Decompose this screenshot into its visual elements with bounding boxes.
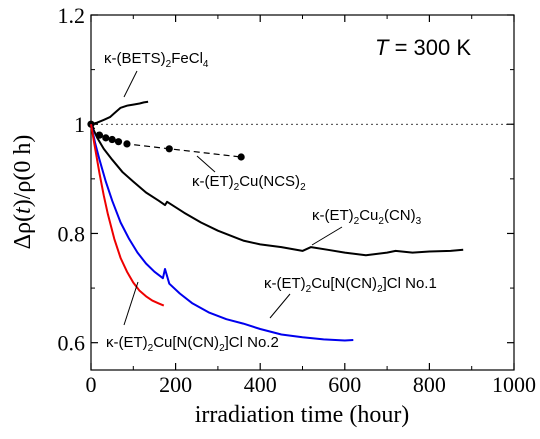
series-line-3 [90, 123, 354, 342]
y-title-rest: )/ρ(0 h) [10, 135, 36, 208]
temperature-T: T [375, 35, 390, 60]
series-line-2 [90, 123, 464, 257]
axis-ticks: 0 200 400 600 800 1000 0.6 0.8 1 1.2 [58, 3, 537, 397]
y-tick-label: 1.2 [58, 3, 86, 28]
series-point [102, 134, 110, 142]
label-cl1: κ-(ET)2Cu[N(CN)2]Cl No.1 [264, 275, 437, 295]
x-tick-label: 600 [328, 372, 361, 397]
leader-ncs [196, 155, 216, 173]
label-cn3: κ-(ET)2Cu2(CN)3 [312, 207, 422, 227]
series-point [108, 135, 116, 144]
y-tick-label: 1 [74, 112, 85, 137]
leader-bets [123, 70, 138, 98]
temperature-value: = 300 K [388, 35, 471, 60]
x-tick-label: 200 [159, 372, 192, 397]
series-line-0 [90, 100, 149, 126]
y-title-t: t [10, 206, 36, 214]
leader-cl1 [269, 293, 291, 319]
x-tick-label: 800 [413, 372, 446, 397]
y-tick-label: 0.6 [58, 331, 86, 356]
x-axis-title: irradiation time (hour) [195, 402, 410, 428]
series-point [114, 138, 123, 146]
series-layer [87, 100, 464, 342]
x-tick-label: 0 [86, 372, 97, 397]
y-axis-title: Δρ(t)/ρ(0 h) [10, 135, 36, 250]
temperature-label: T = 300 K [375, 35, 471, 60]
leader-cn3 [311, 226, 343, 246]
label-cl2: κ-(ET)2Cu[N(CN)2]Cl No.2 [106, 334, 279, 354]
y-title-delta: Δρ( [10, 214, 36, 249]
series-point [123, 140, 131, 148]
x-tick-label: 400 [244, 372, 277, 397]
y-tick-label: 0.8 [58, 221, 86, 246]
x-tick-label: 1000 [492, 372, 536, 397]
leader-cl2 [123, 281, 139, 326]
series-point [165, 145, 173, 153]
series-line-4 [90, 124, 165, 307]
label-ncs: κ-(ET)2Cu(NCS)2 [192, 173, 306, 193]
label-bets: κ-(BETS)2FeCl4 [104, 50, 209, 70]
series-point [237, 153, 245, 161]
